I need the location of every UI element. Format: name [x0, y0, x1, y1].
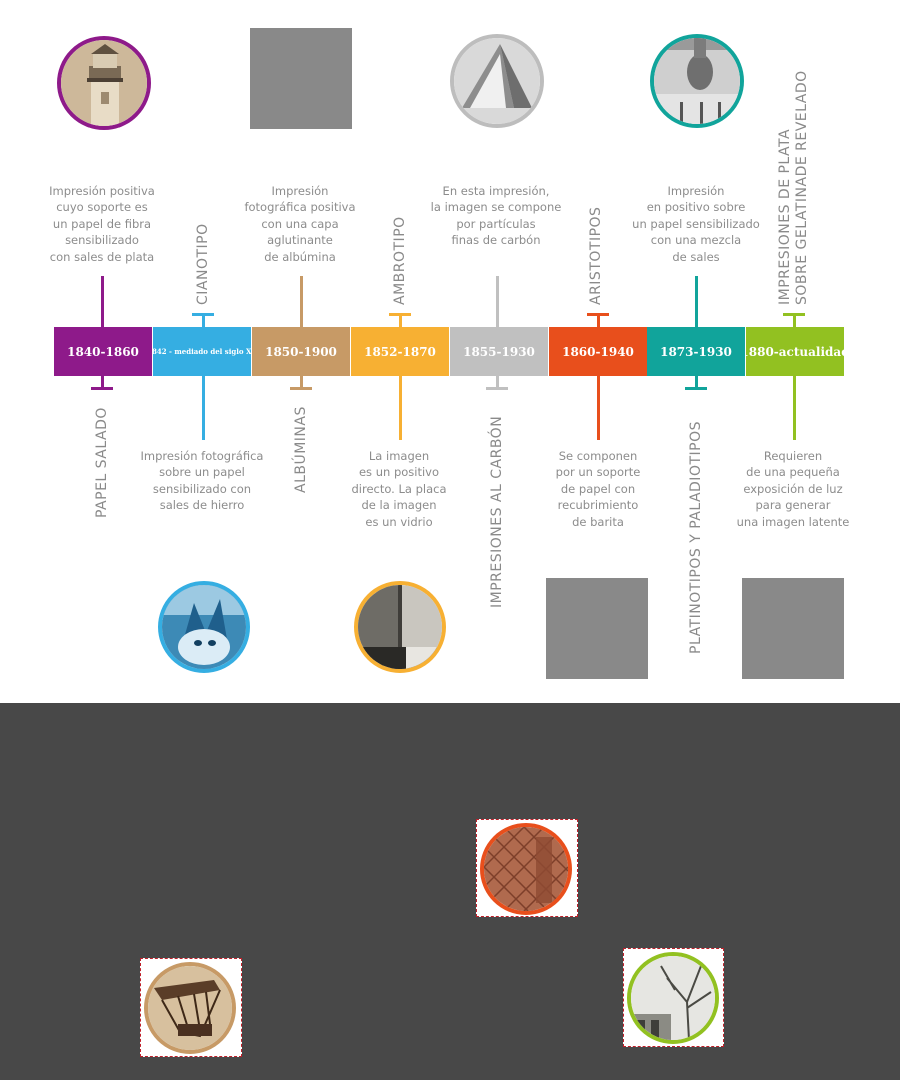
head-photo-icon — [650, 34, 744, 128]
period-aristotipos: 1860-1940 — [549, 327, 647, 376]
bridge-thumb[interactable] — [140, 958, 242, 1057]
connector-carbon-down — [496, 376, 499, 388]
title-platinotipos: PLATINOTIPOS Y PALADIOTIPOS — [688, 421, 704, 654]
period-carbon: 1855-1930 — [450, 327, 548, 376]
textile-photo-icon — [480, 823, 572, 915]
title-ambrotipo: AMBROTIPO — [392, 216, 408, 305]
connector-papel-salado-up — [101, 276, 104, 327]
desc-albuminas: Impresión fotográfica positiva con una c… — [244, 184, 356, 264]
cap-ambrotipo — [389, 313, 411, 316]
connector-cianotipo-up — [202, 314, 205, 327]
cap-platinotipos — [685, 387, 707, 390]
period-cianotipo: 1842 - mediado del siglo XX — [153, 327, 251, 376]
title-gelatina-line1: IMPRESIONES DE PLATA — [777, 128, 793, 305]
timeline-panel: 1840-1860 1842 - mediado del siglo XX 18… — [0, 0, 900, 703]
bridge-photo-icon — [144, 962, 236, 1054]
detached-images-area — [0, 703, 900, 1080]
desc-cianotipo: Impresión fotográfica sobre un papel sen… — [140, 449, 264, 513]
roof-photo-icon — [450, 34, 544, 128]
tree-thumb[interactable] — [623, 948, 724, 1047]
connector-ambrotipo-up — [399, 314, 402, 327]
title-albuminas: ALBÚMINAS — [293, 406, 309, 493]
cat-cyanotype-icon — [158, 581, 250, 673]
connector-carbon-up — [496, 276, 499, 327]
cap-aristotipos — [587, 313, 609, 316]
cap-gelatina — [783, 313, 805, 316]
period-albuminas: 1850-1900 — [252, 327, 350, 376]
lighthouse-photo-icon — [57, 36, 151, 130]
cap-cianotipo — [192, 313, 214, 316]
period-gelatina: 1880-actualidad — [746, 327, 844, 376]
placeholder-image — [546, 578, 648, 679]
desc-gelatina: Requieren de una pequeña exposición de l… — [736, 449, 850, 529]
tree-photo-icon — [627, 952, 719, 1044]
period-platinotipos: 1873-1930 — [647, 327, 745, 376]
connector-aristotipos-down — [597, 376, 600, 440]
title-aristotipos: ARISTOTIPOS — [588, 206, 604, 305]
connector-albuminas-up — [300, 276, 303, 327]
placeholder-image — [742, 578, 844, 679]
desc-aristotipos: Se componen por un soporte de papel con … — [555, 449, 641, 529]
connector-albuminas-down — [300, 376, 303, 388]
connector-papel-salado-down — [101, 376, 104, 388]
textile-thumb[interactable] — [476, 819, 578, 917]
period-papel-salado: 1840-1860 — [54, 327, 152, 376]
desc-papel-salado: Impresión positiva cuyo soporte es un pa… — [49, 184, 155, 264]
connector-aristotipos-up — [597, 314, 600, 327]
period-ambrotipo: 1852-1870 — [351, 327, 449, 376]
desc-carbon: En esta impresión, la imagen se compone … — [430, 184, 562, 248]
cap-carbon — [486, 387, 508, 390]
connector-gelatina-up — [793, 314, 796, 327]
title-gelatina-line2: SOBRE GELATINADE REVELADO — [794, 70, 810, 305]
title-papel-salado: PAPEL SALADO — [94, 407, 110, 518]
cap-papel-salado — [91, 387, 113, 390]
desc-ambrotipo: La imagen es un positivo directo. La pla… — [351, 449, 447, 529]
connector-gelatina-down — [793, 376, 796, 440]
title-carbon: IMPRESIONES AL CARBÓN — [489, 415, 505, 608]
placeholder-image — [250, 28, 352, 129]
connector-platinotipos-down — [695, 376, 698, 388]
title-cianotipo: CIANOTIPO — [195, 223, 211, 305]
connector-cianotipo-down — [202, 376, 205, 440]
cap-albuminas — [290, 387, 312, 390]
connector-platinotipos-up — [695, 276, 698, 327]
glass-plate-icon — [354, 581, 446, 673]
desc-platinotipos: Impresión en positivo sobre un papel sen… — [632, 184, 760, 264]
connector-ambrotipo-down — [399, 376, 402, 440]
